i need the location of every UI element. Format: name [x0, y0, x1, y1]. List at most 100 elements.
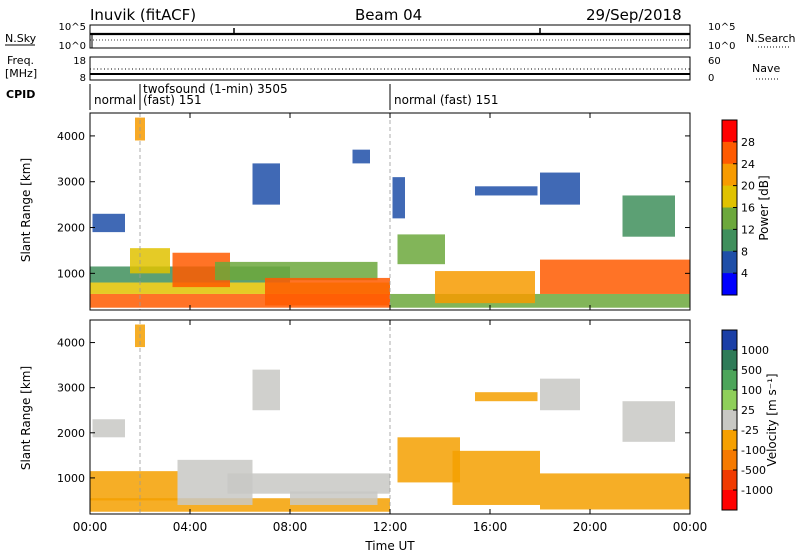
freq-frame [89, 56, 691, 81]
freq-right-tick: 0 [708, 73, 714, 84]
colorbar-swatch [722, 410, 737, 431]
colorbar-swatch [722, 207, 737, 230]
colorbar-tick-label: 20 [741, 180, 755, 193]
power-x-axis [89, 113, 691, 310]
velocity-y-label: Slant Range [km] [19, 366, 33, 470]
y-tick-label: 4000 [57, 337, 85, 350]
colorbar-swatch [722, 251, 737, 274]
nave-label: Nave [752, 62, 780, 75]
range-time-cell [252, 163, 280, 205]
colorbar-tick-label: 4 [741, 267, 748, 280]
range-time-cell [90, 471, 178, 501]
nsearch-label: N.Search [746, 32, 796, 45]
range-time-cell [392, 177, 405, 219]
y-tick-label: 1000 [57, 472, 85, 485]
cpid-segment: normal (fast) 151 [394, 93, 498, 107]
nsky-left-tick: 10^5 [59, 22, 86, 33]
y-tick-label: 2000 [57, 427, 85, 440]
range-time-cell [540, 172, 580, 205]
velocity-y-axis: 1000 2000 3000 4000 [57, 337, 690, 485]
colorbar-tick-label: -100 [741, 444, 766, 457]
range-time-cell [622, 195, 675, 237]
colorbar-tick-label: 25 [741, 404, 755, 417]
colorbar-swatch [722, 490, 737, 511]
x-tick-label: 00:00 [73, 520, 108, 534]
cpid-segment: (fast) 151 [143, 93, 202, 107]
range-time-cell [622, 401, 675, 442]
colorbar-tick-label: -500 [741, 464, 766, 477]
x-tick-label: 08:00 [273, 520, 308, 534]
nsky-frame [89, 24, 691, 49]
x-tick-label: 04:00 [173, 520, 208, 534]
range-time-cell [435, 271, 535, 304]
colorbar-tick-label: -1000 [741, 484, 773, 497]
colorbar-swatch [722, 163, 737, 187]
range-time-cell [290, 491, 378, 505]
range-time-cell [540, 259, 690, 294]
power-patches [90, 117, 690, 308]
colorbar-swatch [722, 470, 737, 491]
colorbar-tick-label: 8 [741, 245, 748, 258]
cpid-segment: normal [94, 93, 136, 107]
range-time-cell [540, 473, 690, 510]
velocity-colorbar-label: Velocity [m s⁻¹] [765, 373, 779, 466]
range-time-cell [475, 186, 538, 196]
colorbar-swatch [722, 330, 737, 351]
colorbar-swatch [722, 120, 737, 143]
colorbar-swatch [722, 141, 737, 165]
y-tick-label: 1000 [57, 267, 85, 280]
y-tick-label: 3000 [57, 176, 85, 189]
velocity-x-axis: 00:00 04:00 08:00 12:00 16:00 20:00 00:00 [73, 320, 708, 534]
range-time-cell [397, 234, 445, 265]
range-time-cell [397, 437, 460, 483]
range-time-cell [452, 450, 540, 505]
freq-strip: Freq. [MHz] 18 8 60 0 Nave [5, 54, 780, 84]
colorbar-tick-label: 28 [741, 136, 755, 149]
colorbar-tick-label: 12 [741, 223, 755, 236]
freq-label-line1: Freq. [7, 54, 34, 67]
colorbar-swatch [722, 370, 737, 391]
range-time-cell [265, 277, 390, 306]
range-time-cell [475, 392, 538, 402]
range-time-cell [90, 282, 390, 294]
nsky-strip: N.Sky 10^5 10^0 10^5 10^0 N.Search [5, 22, 796, 52]
y-tick-label: 4000 [57, 130, 85, 143]
colorbar-tick-label: 1000 [741, 344, 769, 357]
cpid-strip: CPID normal twofsound (1-min) 3505 (fast… [6, 82, 498, 110]
colorbar-tick-label: 500 [741, 364, 762, 377]
range-time-cell [252, 369, 280, 411]
colorbar-tick-label: 24 [741, 158, 755, 171]
range-time-cell [352, 149, 370, 164]
range-time-cell [92, 419, 125, 438]
colorbar-tick-label: 100 [741, 384, 762, 397]
colorbar-swatch [722, 430, 737, 451]
colorbar-swatch [722, 273, 737, 296]
range-time-cell [92, 213, 125, 233]
nsky-left-tick: 10^0 [59, 41, 86, 52]
range-time-cell [540, 378, 580, 411]
x-tick-label: 00:00 [673, 520, 708, 534]
power-y-axis: 1000 2000 3000 4000 [57, 130, 690, 280]
velocity-patches [90, 324, 690, 512]
time-axis-label: Time UT [364, 539, 415, 553]
colorbar-swatch [722, 390, 737, 411]
colorbar-swatch [722, 185, 737, 208]
nsky-right-tick: 10^0 [708, 41, 735, 52]
x-tick-label: 16:00 [473, 520, 508, 534]
freq-right-tick: 60 [708, 56, 721, 67]
colorbar-tick-label: 16 [741, 202, 755, 215]
power-colorbar: 28 24 20 16 12 8 4 [721, 119, 755, 296]
colorbar-frame [721, 329, 738, 511]
date-title: 29/Sep/2018 [586, 6, 682, 24]
power-y-label: Slant Range [km] [19, 158, 33, 262]
colorbar-swatch [722, 229, 737, 252]
nsky-right-tick: 10^5 [708, 22, 735, 33]
cpid-segment: twofsound (1-min) 3505 [143, 82, 288, 96]
range-time-cell [130, 248, 170, 274]
beam-title: Beam 04 [355, 6, 422, 24]
x-tick-label: 20:00 [573, 520, 608, 534]
y-tick-label: 2000 [57, 222, 85, 235]
colorbar-swatch [722, 450, 737, 471]
freq-label-line2: [MHz] [5, 67, 37, 80]
